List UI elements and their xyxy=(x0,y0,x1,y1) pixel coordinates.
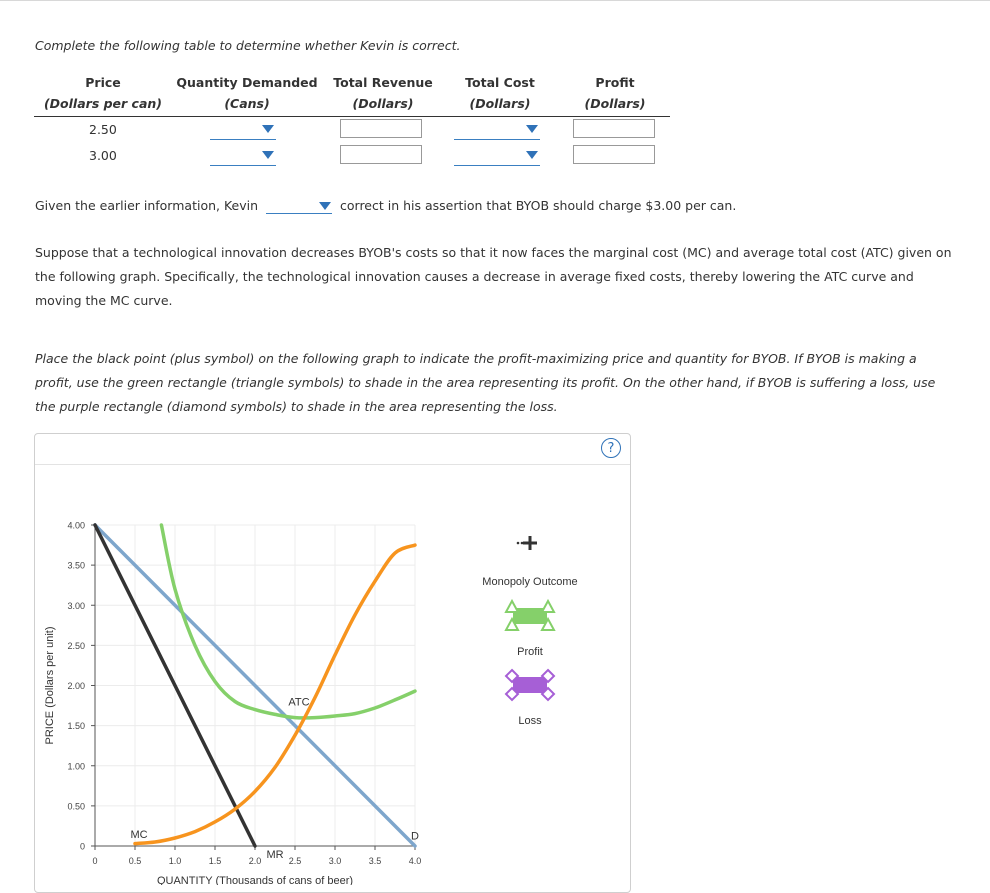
y-tick-label: 2.00 xyxy=(67,681,85,691)
triangle-icon xyxy=(540,598,556,613)
header-quantity: Quantity Demanded (Cans) xyxy=(176,75,318,111)
tool-palette[interactable]: Monopoly Outcome Profit Loss xyxy=(482,536,578,727)
y-tick-label: 1.00 xyxy=(67,761,85,771)
curve-mr xyxy=(93,523,257,848)
kevin-correct-dropdown[interactable] xyxy=(266,197,333,214)
help-icon[interactable]: ? xyxy=(601,438,621,458)
monopoly-outcome-tool[interactable]: Monopoly Outcome xyxy=(482,536,578,588)
y-tick-label: 0.50 xyxy=(67,801,85,811)
profit-label: Profit xyxy=(517,646,543,658)
y-tick-label: 3.50 xyxy=(67,561,85,571)
triangle-icon xyxy=(504,616,520,631)
row2-quantity-dropdown[interactable] xyxy=(210,145,276,166)
monopoly-outcome-label: Monopoly Outcome xyxy=(482,576,577,588)
diamond-icon xyxy=(540,686,556,702)
x-tick-label: 2.0 xyxy=(249,856,262,866)
x-tick-label: 2.5 xyxy=(289,856,302,866)
assertion-sentence: Given the earlier information, Kevin cor… xyxy=(35,197,736,214)
x-tick-label: 0.5 xyxy=(129,856,142,866)
y-tick-label: 1.50 xyxy=(67,721,85,731)
row1-total-cost-dropdown[interactable] xyxy=(454,119,540,140)
row2-total-revenue-input[interactable] xyxy=(340,145,422,164)
header-price: Price (Dollars per can) xyxy=(43,75,163,111)
y-tick-label: 3.00 xyxy=(67,601,85,611)
x-tick-label: 0 xyxy=(92,856,97,866)
profit-rectangle-tool[interactable]: Profit xyxy=(504,598,556,658)
row1-quantity-dropdown[interactable] xyxy=(210,119,276,140)
x-axis-title: QUANTITY (Thousands of cans of beer) xyxy=(157,875,353,885)
curve-mc xyxy=(133,543,417,846)
row1-total-revenue-input[interactable] xyxy=(340,119,422,138)
assertion-before: Given the earlier information, Kevin xyxy=(35,198,259,213)
triangle-icon xyxy=(540,616,556,631)
row1-price: 2.50 xyxy=(89,122,117,137)
diamond-icon xyxy=(504,686,520,702)
graph-panel-header: ? xyxy=(35,434,630,465)
table-header-rule xyxy=(34,116,670,117)
curve-label-mc: MC xyxy=(130,829,147,841)
diamond-icon xyxy=(540,668,556,684)
row1-profit-input[interactable] xyxy=(573,119,655,138)
chevron-down-icon xyxy=(526,125,538,133)
top-divider xyxy=(0,0,990,1)
loss-rectangle-tool[interactable]: Loss xyxy=(504,668,556,727)
chevron-down-icon xyxy=(262,125,274,133)
x-tick-label: 4.0 xyxy=(409,856,422,866)
chevron-down-icon xyxy=(319,202,332,210)
chevron-down-icon xyxy=(262,151,274,159)
cost-change-paragraph: Suppose that a technological innovation … xyxy=(35,245,952,308)
chart-curves: ATC MC MR D xyxy=(93,523,419,861)
y-tick-label: 4.00 xyxy=(67,521,85,531)
profit-rectangle-swatch xyxy=(513,608,547,624)
row2-price: 3.00 xyxy=(89,148,117,163)
table-instructions: Complete the following table to determin… xyxy=(35,38,461,53)
curve-label-d: D xyxy=(411,831,419,843)
loss-rectangle-swatch xyxy=(513,677,547,693)
curve-label-atc: ATC xyxy=(288,697,309,709)
x-tick-label: 3.5 xyxy=(369,856,382,866)
curve-atc xyxy=(159,523,417,720)
header-total-cost: Total Cost (Dollars) xyxy=(465,75,535,111)
curve-d xyxy=(93,523,417,848)
header-total-revenue: Total Revenue (Dollars) xyxy=(333,75,433,111)
y-axis-title: PRICE (Dollars per unit) xyxy=(44,627,56,745)
dot-icon xyxy=(516,541,520,545)
header-profit: Profit (Dollars) xyxy=(584,75,646,111)
x-tick-label: 1.0 xyxy=(169,856,182,866)
assertion-after: correct in his assertion that BYOB shoul… xyxy=(340,198,737,213)
row2-total-cost-dropdown[interactable] xyxy=(454,145,540,166)
dot-icon xyxy=(520,541,524,545)
y-tick-label: 0 xyxy=(80,842,85,852)
x-tick-label: 1.5 xyxy=(209,856,222,866)
y-tick-label: 2.50 xyxy=(67,641,85,651)
diamond-icon xyxy=(504,668,520,684)
chart-gridlines xyxy=(95,524,416,846)
triangle-icon xyxy=(504,598,520,613)
row2-profit-input[interactable] xyxy=(573,145,655,164)
graph-instructions: Place the black point (plus symbol) on t… xyxy=(35,351,936,414)
chart-axes: 0 0.50 1.00 1.50 2.00 2.50 3.00 3.50 4.00 0 0.5 1.0… xyxy=(44,521,421,886)
curve-label-mr: MR xyxy=(266,849,283,861)
chevron-down-icon xyxy=(526,151,538,159)
loss-label: Loss xyxy=(518,715,542,727)
x-tick-label: 3.0 xyxy=(329,856,342,866)
